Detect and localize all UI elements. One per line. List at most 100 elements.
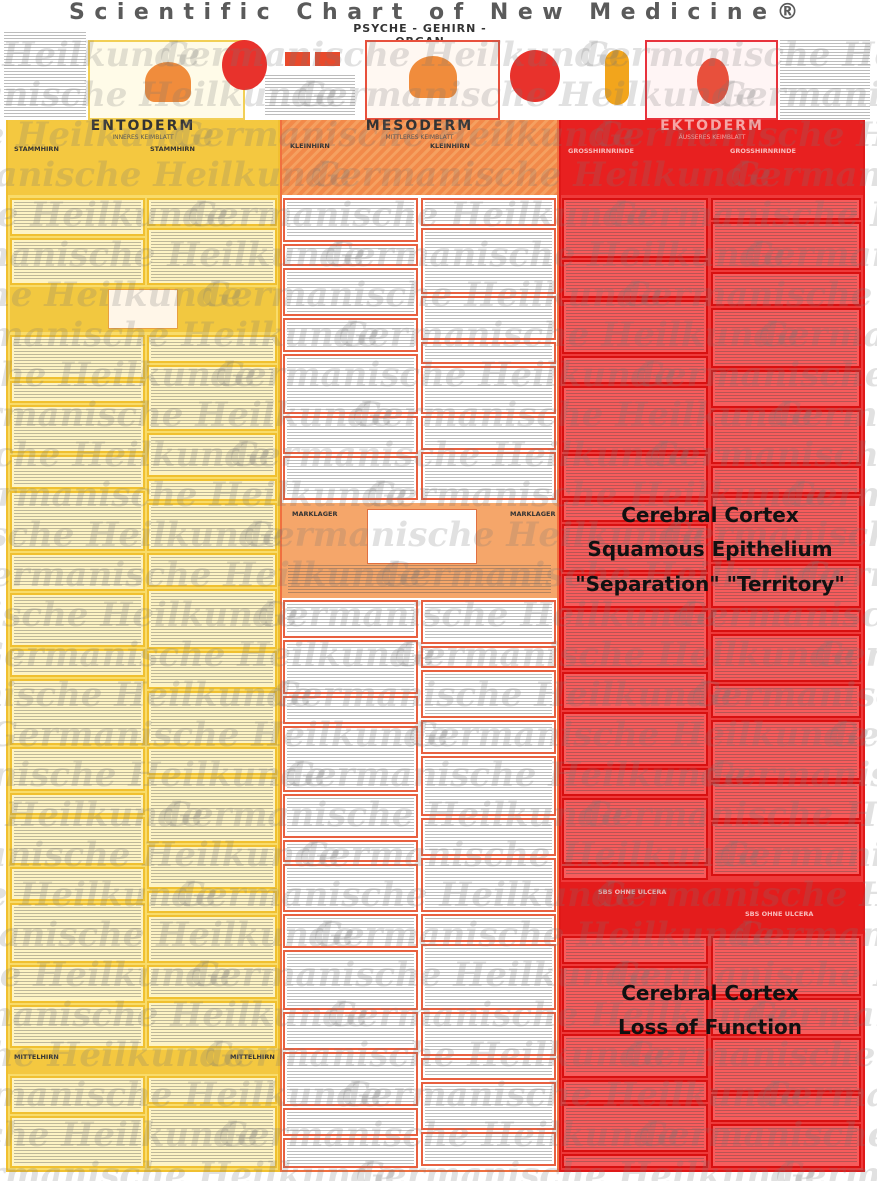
info-box <box>147 479 277 501</box>
box-text <box>425 822 552 852</box>
info-box <box>283 1012 418 1050</box>
info-box <box>562 260 708 298</box>
watermark: Germanische Heilkunde <box>622 275 877 315</box>
info-box <box>711 720 861 780</box>
watermark: Germanische Heilkunde <box>286 755 747 795</box>
box-text <box>151 232 273 281</box>
info-box <box>562 500 708 522</box>
watermark: Germanische Heilkunde <box>0 275 243 315</box>
watermark: Germanische Heilkunde <box>342 1075 803 1115</box>
box-text <box>566 528 704 568</box>
box-text <box>287 322 414 348</box>
info-box <box>711 998 861 1036</box>
watermark: Germanische Heilkunde <box>776 1155 877 1181</box>
box-text <box>425 202 552 222</box>
watermark: Germanische Heilkunde <box>0 955 232 995</box>
box-text <box>287 644 414 690</box>
watermark: Germanische Heilkunde <box>216 355 677 395</box>
info-box <box>10 381 145 403</box>
annotation: Loss of Function <box>617 1015 803 1039</box>
watermark: Germanische Heilkunde <box>580 35 877 75</box>
info-box <box>10 747 145 791</box>
box-text <box>425 1136 552 1162</box>
watermark: Germanische Heilkunde <box>0 1155 397 1181</box>
watermark: Germanische Heilkunde <box>608 195 877 235</box>
box-text <box>151 969 273 995</box>
watermark: Germanische Heilkunde <box>639 1115 877 1155</box>
watermark: Germanische Heilkunde <box>625 1035 877 1075</box>
info-box <box>283 354 418 414</box>
watermark: Germanische Heilkunde <box>177 875 638 915</box>
info-box <box>562 712 708 766</box>
icon <box>605 50 629 105</box>
box-text <box>151 557 273 583</box>
watermark: Germanische Heilkunde <box>219 1115 680 1155</box>
section-band <box>8 1050 278 1074</box>
box-text <box>715 940 857 992</box>
info-box <box>711 936 861 996</box>
box-text <box>287 918 414 944</box>
box-text <box>566 390 704 448</box>
info-box <box>711 370 861 408</box>
box-text <box>425 650 552 664</box>
watermark: Germanische Heilkunde <box>188 195 649 235</box>
info-box <box>421 944 556 1010</box>
info-box <box>283 244 418 266</box>
box-text <box>425 674 552 714</box>
info-box <box>711 466 861 494</box>
image-band <box>10 287 276 332</box>
info-box <box>421 1132 556 1166</box>
info-box <box>147 651 277 689</box>
info-box <box>283 456 418 500</box>
info-box <box>10 198 145 236</box>
watermark: Germanische Heilkunde <box>0 755 327 795</box>
section-label: GROSSHIRNRINDE <box>568 147 634 155</box>
box-text <box>425 456 552 496</box>
box-text <box>14 821 141 861</box>
watermark: Germanische Heilkunde <box>0 875 218 915</box>
watermark: Germanische Heilkunde <box>0 675 313 715</box>
section-label: KLEINHIRN <box>430 142 470 150</box>
box-text <box>14 385 141 399</box>
box-text <box>715 312 857 364</box>
box-text <box>425 1062 552 1076</box>
watermark: Germanische Heilkunde <box>163 795 624 835</box>
box-text <box>14 751 141 787</box>
info-box <box>562 768 708 796</box>
section-label: SBS OHNE ULCERA <box>598 888 667 896</box>
watermark: Germanische Heilkunde <box>0 475 408 515</box>
watermark: Germanische Heilkunde <box>0 715 450 755</box>
box-text <box>14 339 141 375</box>
box-text <box>425 1086 552 1126</box>
intro-text <box>4 32 86 118</box>
info-box <box>421 1058 556 1080</box>
box-text <box>566 264 704 294</box>
info-box <box>283 1138 418 1168</box>
info-box <box>711 610 861 632</box>
legend-text <box>780 40 870 120</box>
info-box <box>10 593 145 647</box>
watermark: Germanische Heilkunde <box>0 835 341 875</box>
box-text <box>566 1084 704 1098</box>
watermark: Germanische Heilkunde <box>0 595 299 635</box>
info-box <box>562 454 708 498</box>
watermark: Germanische Heilkunde <box>356 1155 817 1181</box>
box-text <box>566 1038 704 1074</box>
diagram-text <box>265 75 355 115</box>
info-box <box>711 634 861 682</box>
info-box <box>10 965 145 1003</box>
box-text <box>425 420 552 446</box>
info-box <box>711 822 861 876</box>
box-text <box>151 751 273 771</box>
box-text <box>566 676 704 706</box>
section-label: STAMMHIRN <box>150 145 195 153</box>
watermark: Germanische Heilkunde <box>0 435 271 475</box>
box-text <box>425 370 552 410</box>
info-box <box>147 747 277 775</box>
info-box <box>147 365 277 431</box>
watermark: Germanische Heilkunde <box>815 635 877 675</box>
info-box <box>147 335 277 363</box>
section-label: MITTELHIRN <box>14 1053 59 1061</box>
info-box <box>562 1154 708 1168</box>
column-subtitle: INNERES KEIMBLATT <box>112 134 174 141</box>
